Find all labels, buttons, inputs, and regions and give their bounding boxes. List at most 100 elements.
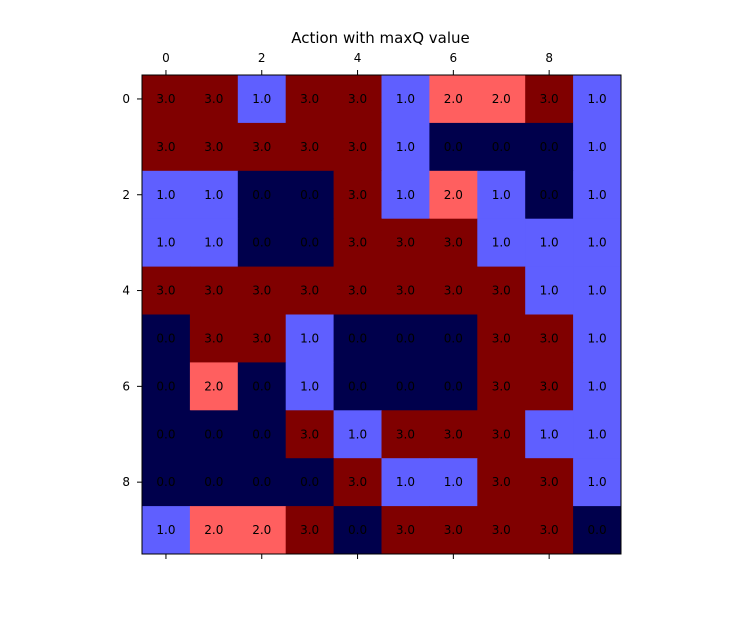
cell-value-label: 3.0 — [444, 284, 463, 298]
heatmap-cell — [237, 506, 287, 555]
cell-value-label: 3.0 — [492, 331, 511, 345]
cell-value-label: 0.0 — [252, 427, 271, 441]
cell-value-label: 3.0 — [252, 140, 271, 154]
heatmap-cell — [142, 218, 191, 268]
heatmap-cell — [142, 122, 191, 172]
heatmap-cell — [285, 218, 335, 268]
heatmap-cell — [477, 218, 526, 268]
cell-value-label: 0.0 — [348, 523, 367, 537]
heatmap-cell — [429, 362, 478, 411]
heatmap-cell — [189, 218, 239, 268]
heatmap-cell — [477, 314, 526, 363]
cell-value-label: 1.0 — [156, 188, 175, 202]
heatmap-cell — [525, 266, 574, 315]
x-tick-label: 4 — [354, 51, 362, 65]
cell-value-label: 3.0 — [492, 379, 511, 393]
heatmap-cell — [189, 362, 239, 411]
heatmap-cell — [573, 410, 622, 459]
heatmap-cell — [381, 362, 430, 411]
heatmap-cell — [285, 410, 335, 459]
heatmap-cell — [429, 218, 478, 268]
heatmap-cell — [573, 506, 622, 555]
heatmap-cell — [142, 410, 191, 459]
heatmap-cell — [237, 362, 287, 411]
heatmap-cell — [189, 410, 239, 459]
heatmap-cell — [333, 314, 382, 363]
heatmap-cell — [477, 266, 526, 315]
cell-value-label: 3.0 — [540, 331, 559, 345]
cell-value-label: 0.0 — [156, 427, 175, 441]
cell-value-label: 0.0 — [204, 475, 223, 489]
heatmap-cell — [477, 170, 526, 220]
cell-value-label: 3.0 — [252, 284, 271, 298]
heatmap-cell — [525, 170, 574, 220]
cell-value-label: 1.0 — [300, 331, 319, 345]
cell-value-label: 2.0 — [204, 523, 223, 537]
cell-value-label: 0.0 — [492, 140, 511, 154]
heatmap-cell — [429, 506, 478, 555]
heatmap-cell — [237, 122, 287, 172]
cell-value-label: 0.0 — [252, 475, 271, 489]
heatmap-cell — [142, 458, 191, 507]
cell-value-label: 1.0 — [540, 284, 559, 298]
cell-value-label: 0.0 — [588, 523, 607, 537]
heatmap-cell — [381, 170, 430, 220]
chart-title: Action with maxQ value — [291, 29, 470, 47]
cell-value-label: 2.0 — [204, 379, 223, 393]
cell-value-label: 3.0 — [156, 92, 175, 106]
cell-value-label: 3.0 — [492, 475, 511, 489]
heatmap-cell — [285, 75, 335, 124]
heatmap-cell — [525, 506, 574, 555]
heatmap-cell — [285, 314, 335, 363]
cell-value-label: 0.0 — [252, 379, 271, 393]
cell-value-label: 1.0 — [588, 331, 607, 345]
heatmap-cell — [381, 266, 430, 315]
cell-value-label: 1.0 — [588, 379, 607, 393]
heatmap-cell — [237, 170, 287, 220]
heatmap-cell — [525, 410, 574, 459]
cell-value-label: 0.0 — [156, 331, 175, 345]
cell-value-label: 0.0 — [300, 236, 319, 250]
heatmap-cell — [477, 458, 526, 507]
cell-value-label: 3.0 — [540, 475, 559, 489]
cell-value-label: 1.0 — [588, 188, 607, 202]
cell-value-label: 2.0 — [444, 92, 463, 106]
cell-value-label: 3.0 — [396, 523, 415, 537]
heatmap-cell-labels: 3.0 3.0 1.0 3.0 3.0 1.0 2.0 2.0 3.0 1.0 3.0 3.0 3.0 3… — [156, 92, 606, 537]
cell-value-label: 3.0 — [348, 140, 367, 154]
x-tick-label: 8 — [545, 51, 553, 65]
cell-value-label: 3.0 — [396, 427, 415, 441]
heatmap-cell — [333, 362, 382, 411]
cell-value-label: 0.0 — [396, 379, 415, 393]
cell-value-label: 1.0 — [156, 236, 175, 250]
cell-value-label: 1.0 — [588, 92, 607, 106]
cell-value-label: 0.0 — [348, 331, 367, 345]
heatmap-cell — [142, 170, 191, 220]
heatmap-cell — [381, 122, 430, 172]
cell-value-label: 3.0 — [492, 427, 511, 441]
heatmap-cell — [525, 75, 574, 124]
heatmap-cell — [429, 458, 478, 507]
heatmap-cell — [189, 458, 239, 507]
heatmap-cell — [142, 362, 191, 411]
cell-value-label: 2.0 — [444, 188, 463, 202]
heatmap-cell — [429, 410, 478, 459]
y-tick-label: 0 — [122, 92, 130, 106]
heatmap-cell — [525, 122, 574, 172]
heatmap-cells — [142, 75, 622, 555]
cell-value-label: 3.0 — [300, 140, 319, 154]
cell-value-label: 1.0 — [540, 427, 559, 441]
heatmap-cell — [333, 122, 382, 172]
cell-value-label: 0.0 — [156, 475, 175, 489]
cell-value-label: 1.0 — [588, 427, 607, 441]
heatmap-cell — [142, 266, 191, 315]
cell-value-label: 0.0 — [444, 140, 463, 154]
heatmap-cell — [237, 314, 287, 363]
heatmap-cell — [381, 314, 430, 363]
heatmap-cell — [285, 170, 335, 220]
heatmap-cell — [142, 506, 191, 555]
cell-value-label: 1.0 — [252, 92, 271, 106]
cell-value-label: 0.0 — [444, 331, 463, 345]
cell-value-label: 0.0 — [300, 475, 319, 489]
